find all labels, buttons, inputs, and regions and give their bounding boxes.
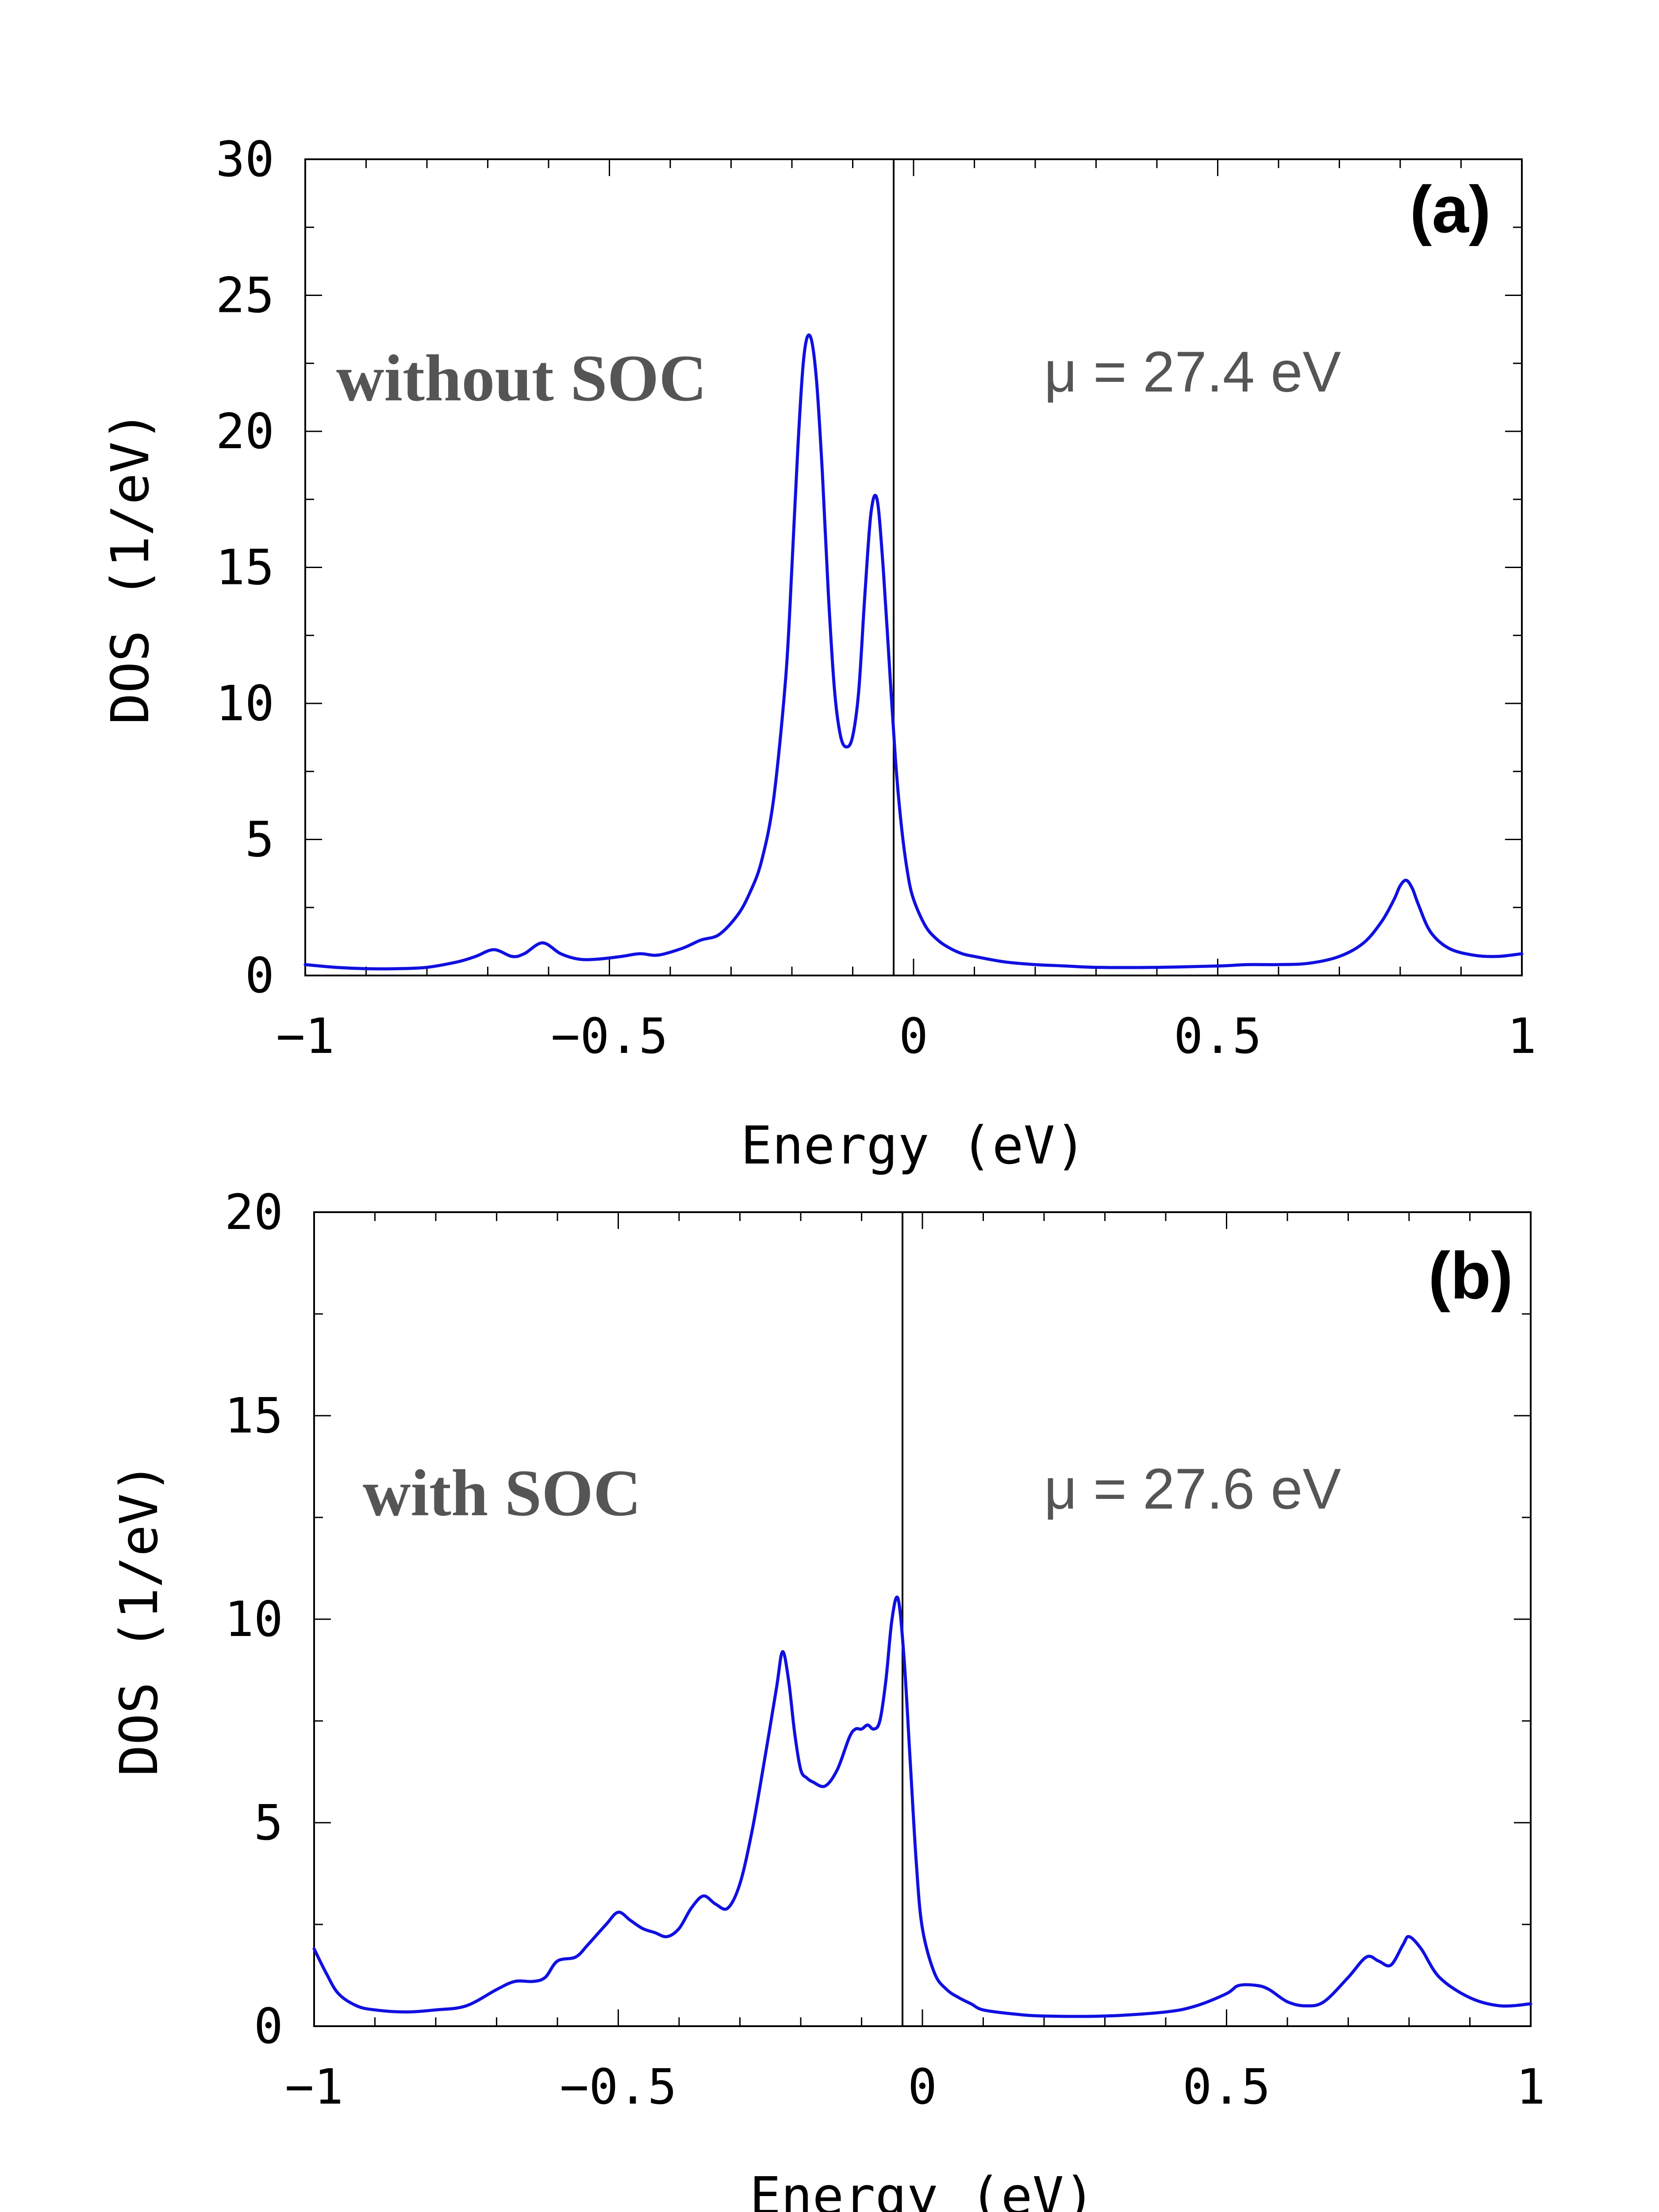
chemical-potential-label: μ = 27.6 eV bbox=[1044, 1456, 1341, 1521]
plot-frame bbox=[304, 158, 1523, 976]
x-tick-label: 0 bbox=[899, 1008, 928, 1064]
chemical-potential-label: μ = 27.4 eV bbox=[1044, 339, 1341, 404]
plot-frame bbox=[313, 1211, 1532, 2027]
y-tick-label: 10 bbox=[216, 675, 274, 732]
dos-curve-without-soc bbox=[303, 333, 1524, 971]
tick-marks bbox=[313, 1211, 1532, 2027]
x-tick-label: 1 bbox=[1507, 1008, 1536, 1064]
y-tick-label: 15 bbox=[216, 539, 274, 596]
x-tick-labels: −1 −0.5 0 0.5 1 bbox=[276, 1008, 1536, 1064]
panel-label: (b) bbox=[1428, 1238, 1513, 1313]
x-tick-label: 1 bbox=[1516, 2058, 1545, 2115]
x-tick-label: 0.5 bbox=[1183, 2058, 1271, 2115]
y-tick-label: 20 bbox=[225, 1184, 283, 1240]
y-tick-label: 5 bbox=[254, 1794, 283, 1851]
x-tick-label: −1 bbox=[276, 1008, 334, 1064]
y-tick-label: 15 bbox=[225, 1387, 283, 1444]
panel-a: −1 −0.5 0 0.5 1 0 5 10 15 20 25 30 Energy (eV) DOS… bbox=[100, 131, 1536, 1176]
y-axis-label: DOS (1/eV) bbox=[100, 410, 161, 724]
x-tick-label: 0 bbox=[908, 2058, 937, 2115]
y-tick-label: 0 bbox=[245, 947, 274, 1004]
y-tick-label: 25 bbox=[216, 267, 274, 324]
y-tick-label: 30 bbox=[216, 131, 274, 188]
x-axis-label: Energy (eV) bbox=[749, 2166, 1095, 2212]
soc-annotation: with SOC bbox=[363, 1456, 641, 1530]
x-tick-label: −1 bbox=[285, 2058, 343, 2115]
y-tick-label: 20 bbox=[216, 403, 274, 460]
x-tick-labels: −1 −0.5 0 0.5 1 bbox=[285, 2058, 1545, 2115]
y-tick-label: 5 bbox=[245, 811, 274, 868]
x-tick-label: 0.5 bbox=[1174, 1008, 1262, 1064]
tick-marks bbox=[304, 158, 1523, 976]
y-tick-labels: 0 5 10 15 20 25 30 bbox=[216, 131, 274, 1004]
y-tick-labels: 0 5 10 15 20 bbox=[225, 1184, 283, 2055]
x-axis-label: Energy (eV) bbox=[741, 1115, 1086, 1176]
y-axis-label: DOS (1/eV) bbox=[108, 1462, 169, 1776]
y-tick-label: 0 bbox=[254, 1998, 283, 2055]
panel-label: (a) bbox=[1410, 172, 1491, 246]
x-tick-label: −0.5 bbox=[560, 2058, 677, 2115]
panel-b: −1 −0.5 0 0.5 1 0 5 10 15 20 Energy (eV) DOS (1/… bbox=[108, 1184, 1545, 2212]
soc-annotation: without SOC bbox=[336, 342, 707, 415]
dos-curve-with-soc bbox=[312, 1595, 1532, 2018]
x-tick-label: −0.5 bbox=[551, 1008, 668, 1064]
y-tick-label: 10 bbox=[225, 1591, 283, 1647]
